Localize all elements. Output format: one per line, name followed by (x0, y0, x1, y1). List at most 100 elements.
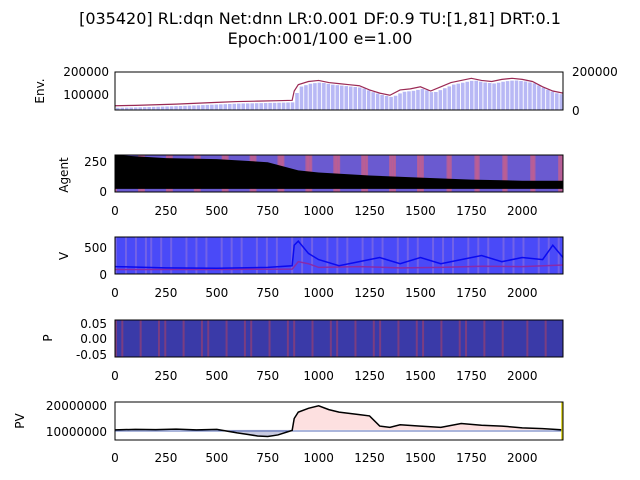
x-tick-label: 1750 (456, 451, 487, 465)
x-tick-label: 1250 (354, 369, 385, 383)
agent-stripe (477, 155, 480, 192)
v-stripe (240, 237, 243, 274)
env-volume-bar (469, 80, 474, 110)
env-volume-bar (344, 86, 349, 110)
v-stripe (381, 237, 384, 274)
env-volume-bar (290, 102, 295, 110)
env-volume-bar (429, 92, 434, 110)
v-stripe (557, 237, 560, 274)
v-stripe (220, 237, 223, 274)
v-stripe (432, 237, 435, 274)
p-stripe (465, 320, 468, 357)
p-stripe (286, 320, 289, 357)
v-stripe (134, 237, 137, 274)
agent-stripe (531, 155, 534, 192)
v-stripe (396, 237, 399, 274)
agent-axes-frame (114, 154, 564, 193)
v-stripe (326, 237, 329, 274)
v-stripe (185, 237, 188, 274)
env-volume-bar (241, 103, 246, 110)
x-tick-label: 750 (256, 204, 279, 218)
agent-ylabel: Agent (57, 157, 71, 193)
x-tick-label: 250 (154, 286, 177, 300)
v-stripe (452, 237, 455, 274)
pv-ylabel: PV (13, 412, 27, 428)
pv-line (114, 405, 564, 438)
v-axes-frame (114, 236, 564, 275)
x-tick-label: 2000 (507, 204, 538, 218)
agent-stripe (361, 155, 364, 192)
p-stripe (225, 320, 228, 357)
chart-title-line1: [035420] RL:dqn Net:dnn LR:0.001 DF:0.9 … (79, 9, 561, 28)
p-stripe (458, 320, 461, 357)
x-tick-label: 250 (154, 451, 177, 465)
v-stripe (291, 237, 294, 274)
env-volume-bar (550, 91, 555, 110)
p-ytick: -0.05 (76, 348, 107, 362)
env-volume-bar (456, 83, 461, 110)
pv-ytick: 10000000 (46, 425, 107, 439)
env-price-line (114, 77, 564, 107)
env-volume-bar (348, 86, 353, 110)
env-volume-bar (331, 84, 335, 110)
p-ylabel: P (41, 334, 55, 341)
env-volume-bar (259, 103, 263, 110)
x-tick-label: 500 (205, 204, 228, 218)
agent-stripe (416, 155, 419, 192)
v-stripe (547, 237, 550, 274)
env-volume-bar (496, 82, 501, 110)
x-tick-label: 0 (111, 451, 119, 465)
x-tick-label: 500 (205, 369, 228, 383)
x-tick-label: 2000 (507, 286, 538, 300)
env-volume-bar (478, 81, 483, 110)
v-ytick: 500 (84, 241, 107, 255)
agent-stripe (364, 155, 367, 192)
v-stripe (230, 237, 233, 274)
v-line-lower (115, 260, 564, 271)
env-ytick-right: 200000 (572, 65, 618, 79)
env-volume-bar (120, 107, 125, 110)
env-volume-bar (537, 85, 541, 110)
env-volume-bar (474, 80, 478, 110)
agent-stripe (502, 155, 505, 192)
v-line-upper (114, 239, 564, 269)
agent-stripe (558, 155, 561, 192)
agent-stripe (366, 155, 369, 192)
env-volume-bar (420, 88, 425, 110)
env-volume-bar (505, 81, 510, 110)
env-volume-bar (313, 83, 317, 110)
env-volume-bar (443, 88, 447, 110)
env-volume-bar (398, 93, 402, 110)
agent-stripe (530, 155, 533, 192)
v-ytick: 0 (99, 268, 107, 282)
v-stripe (170, 237, 173, 274)
p-stripe (115, 320, 117, 357)
p-stripe (336, 320, 339, 357)
x-tick-label: 0 (111, 369, 119, 383)
agent-ytick: 0 (99, 185, 107, 199)
env-volume-bar (532, 83, 537, 110)
v-stripe (346, 237, 349, 274)
p-stripe (250, 320, 253, 357)
env-volume-bar (156, 106, 160, 110)
env-volume-bar (151, 106, 156, 110)
v-stripe (371, 237, 374, 274)
env-volume-bar (492, 83, 496, 110)
x-tick-label: 1750 (456, 204, 487, 218)
pv-ytick: 20000000 (46, 399, 107, 413)
pv-axes-frame (114, 401, 564, 441)
env-volume-bar (210, 104, 214, 110)
p-background (115, 320, 563, 357)
v-stripe (124, 237, 127, 274)
chart-title-line2: Epoch:001/100 e=1.00 (228, 29, 413, 48)
x-tick-label: 500 (205, 286, 228, 300)
p-ytick: 0.05 (80, 317, 107, 331)
env-volume-bar (160, 106, 165, 110)
env-volume-bar (384, 95, 389, 110)
env-volume-bar (411, 90, 416, 110)
x-tick-label: 1000 (303, 451, 334, 465)
v-stripe (275, 237, 278, 274)
x-tick-label: 250 (154, 204, 177, 218)
agent-stripe (446, 155, 449, 192)
